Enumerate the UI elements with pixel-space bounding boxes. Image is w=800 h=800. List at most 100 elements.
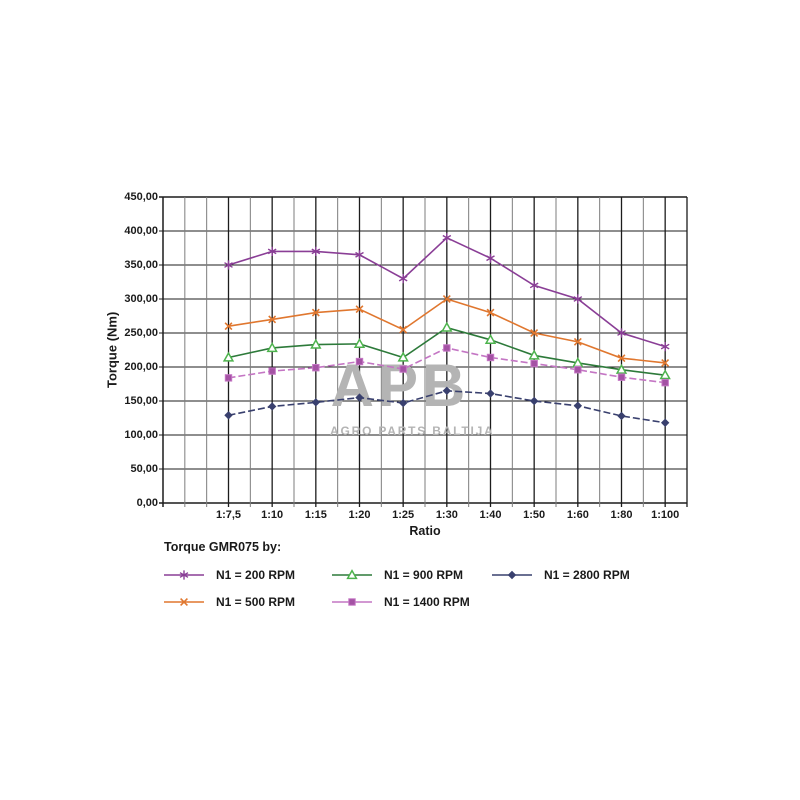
data-point-marker [661, 358, 670, 367]
data-point-marker [266, 342, 278, 353]
legend-item: N1 = 200 RPM [164, 561, 332, 588]
data-point-marker [310, 338, 322, 349]
legend-item-label: N1 = 900 RPM [384, 567, 464, 582]
y-tick-label: 0,00 [136, 496, 158, 509]
y-tick-label: 200,00 [124, 360, 158, 373]
data-point-marker [486, 389, 495, 398]
data-point-marker [224, 322, 233, 331]
data-point-marker [353, 337, 366, 349]
x-tick-label: 1:50 [523, 509, 546, 521]
data-point-marker [660, 418, 670, 427]
x-tick-label: 1:40 [479, 509, 502, 521]
legend: N1 = 200 RPM N1 = 500 RPM N1 = 900 RPM N1 =… [164, 561, 630, 615]
x-tick-label: 1:7,5 [215, 509, 242, 521]
legend-marker-icon [332, 568, 372, 579]
data-point-marker [486, 308, 495, 317]
data-point-marker [617, 411, 626, 421]
data-point-marker [573, 337, 582, 346]
legend-marker-icon [164, 569, 204, 580]
legend-item: N1 = 1400 RPM [332, 588, 492, 615]
data-point-marker [441, 321, 453, 332]
data-point-marker [355, 357, 364, 366]
x-tick-label: 1:10 [261, 509, 284, 521]
y-tick-label: 50,00 [130, 462, 158, 475]
data-point-marker [442, 295, 451, 303]
data-point-marker [486, 353, 495, 362]
plot-area [159, 196, 688, 507]
legend-item: N1 = 2800 RPM [492, 561, 630, 588]
legend-item-label: N1 = 1400 RPM [384, 594, 470, 609]
data-point-marker [399, 365, 407, 373]
data-point-marker [486, 253, 495, 263]
data-point-marker [355, 305, 364, 314]
y-tick-label: 450,00 [124, 190, 158, 203]
data-point-marker [617, 354, 626, 363]
data-point-marker [574, 366, 582, 374]
data-point-marker [659, 369, 671, 380]
data-point-marker [224, 411, 233, 420]
legend-item-label: N1 = 500 RPM [216, 594, 296, 609]
data-point-marker [615, 363, 628, 374]
data-point-marker [529, 396, 539, 406]
data-point-marker [224, 374, 233, 382]
y-axis-title: Torque (Nm) [104, 311, 120, 389]
x-tick-label: 1:15 [304, 509, 327, 521]
y-tick-label: 250,00 [124, 326, 158, 339]
data-point-marker [222, 351, 235, 362]
data-point-marker [617, 328, 626, 338]
data-point-marker [398, 273, 408, 284]
data-point-marker [573, 294, 583, 304]
x-tick-label: 1:20 [348, 509, 371, 521]
legend-marker-icon [164, 597, 204, 606]
data-point-marker [573, 401, 583, 410]
data-point-marker [268, 315, 277, 324]
x-axis-title: Ratio [409, 524, 441, 538]
x-tick-label: 1:30 [435, 509, 458, 521]
data-point-marker [442, 233, 452, 243]
data-point-marker [530, 359, 538, 368]
legend-marker-icon [332, 597, 372, 606]
legend-item-label: N1 = 2800 RPM [544, 567, 630, 582]
watermark-subtitle: AGRO PARTS BALTIJA [330, 424, 495, 438]
legend-item-label: N1 = 200 RPM [216, 567, 296, 582]
legend-title: Torque GMR075 by: [164, 540, 282, 554]
data-point-marker [224, 260, 233, 270]
data-point-marker [399, 325, 408, 334]
legend-item: N1 = 500 RPM [164, 588, 332, 615]
y-tick-label: 300,00 [124, 292, 158, 305]
data-point-marker [267, 402, 277, 411]
data-point-marker [661, 378, 669, 387]
series-line-12800-rpm [228, 389, 666, 424]
series-line-11400-rpm [228, 347, 666, 384]
series-layer [222, 233, 671, 427]
data-point-marker [660, 342, 670, 352]
x-tick-label: 1:25 [392, 509, 415, 521]
y-tick-label: 350,00 [124, 258, 158, 271]
data-point-marker [355, 393, 364, 402]
data-point-marker [443, 344, 451, 352]
y-tick-label: 400,00 [124, 224, 158, 237]
watermark: APB AGRO PARTS BALTIJA [330, 352, 495, 439]
watermark-logo: APB [330, 352, 470, 419]
data-point-marker [267, 246, 277, 257]
x-tick-label: 1:100 [651, 509, 680, 521]
y-tick-label: 100,00 [124, 428, 158, 441]
data-point-marker [397, 351, 409, 362]
data-point-marker [530, 329, 539, 337]
data-point-marker [268, 367, 276, 375]
data-point-marker [311, 246, 321, 257]
data-point-marker [312, 363, 320, 372]
x-tick-label: 1:60 [566, 509, 589, 521]
data-point-marker [398, 398, 408, 408]
data-point-marker [311, 398, 321, 407]
data-point-marker [355, 250, 364, 260]
data-point-marker [484, 333, 497, 344]
data-point-marker [617, 373, 626, 381]
legend-item: N1 = 900 RPM [332, 561, 492, 588]
y-tick-label: 150,00 [124, 394, 158, 407]
data-point-marker [528, 349, 540, 360]
data-point-marker [529, 280, 539, 291]
x-tick-label: 1:80 [610, 509, 633, 521]
legend-marker-icon [492, 570, 532, 579]
